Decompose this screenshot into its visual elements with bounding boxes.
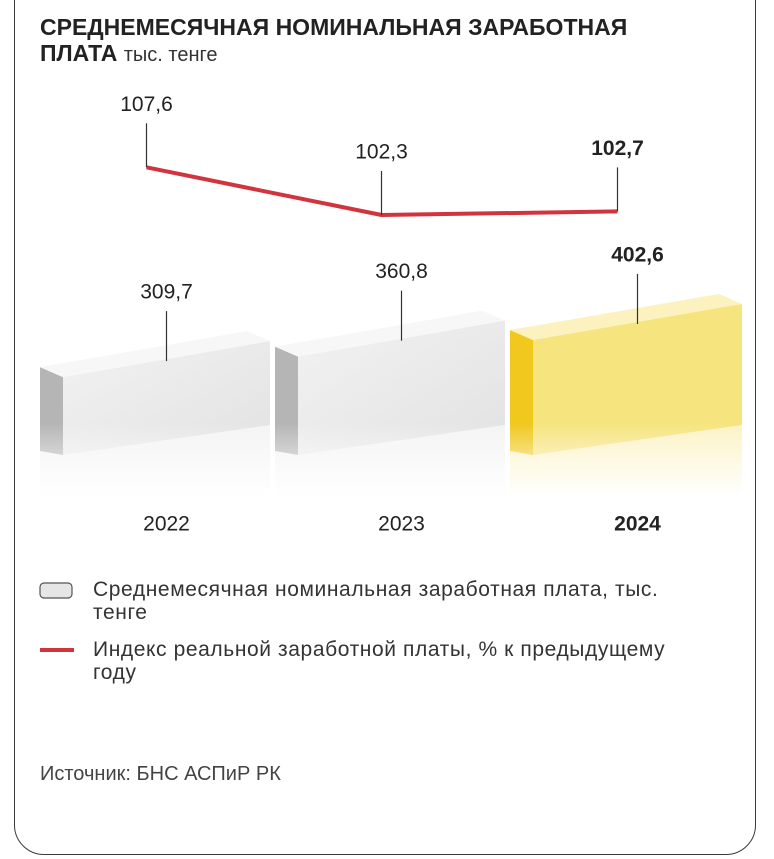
title-block: СРЕДНЕМЕСЯЧНАЯ НОМИНАЛЬНАЯ ЗАРАБОТНАЯ ПЛ… — [40, 14, 640, 68]
legend-swatch — [39, 582, 73, 599]
chart-subtitle: тыс. тенге — [123, 44, 218, 66]
bar-value-label: 402,6 — [611, 244, 664, 267]
x-tick-label: 2022 — [143, 513, 190, 536]
line-value-label: 102,7 — [591, 137, 644, 160]
chart-title: СРЕДНЕМЕСЯЧНАЯ НОМИНАЛЬНАЯ ЗАРАБОТНАЯ ПЛ… — [40, 14, 628, 66]
x-tick-label: 2024 — [614, 513, 661, 536]
source: Источник: БНС АСПиР РК — [40, 763, 281, 785]
line-value-label: 107,6 — [120, 93, 173, 116]
x-tick-label: 2023 — [378, 513, 425, 536]
legend-label: Среднемесячная номинальная заработная пл… — [93, 578, 659, 624]
bar — [298, 320, 505, 455]
bar-top — [40, 331, 270, 378]
bar-top — [275, 310, 505, 357]
reflection-fade — [273, 423, 507, 497]
bar — [533, 303, 742, 455]
reflection-fade — [508, 423, 744, 497]
reflection-fade — [38, 423, 272, 497]
card-frame — [14, 0, 756, 855]
bar-value-label: 360,8 — [375, 260, 428, 283]
bar-top — [510, 293, 742, 340]
bar-value-label: 309,7 — [140, 281, 193, 304]
legend-label: Индекс реальной заработной платы, % к пр… — [93, 638, 666, 684]
line-value-label: 102,3 — [355, 141, 408, 164]
